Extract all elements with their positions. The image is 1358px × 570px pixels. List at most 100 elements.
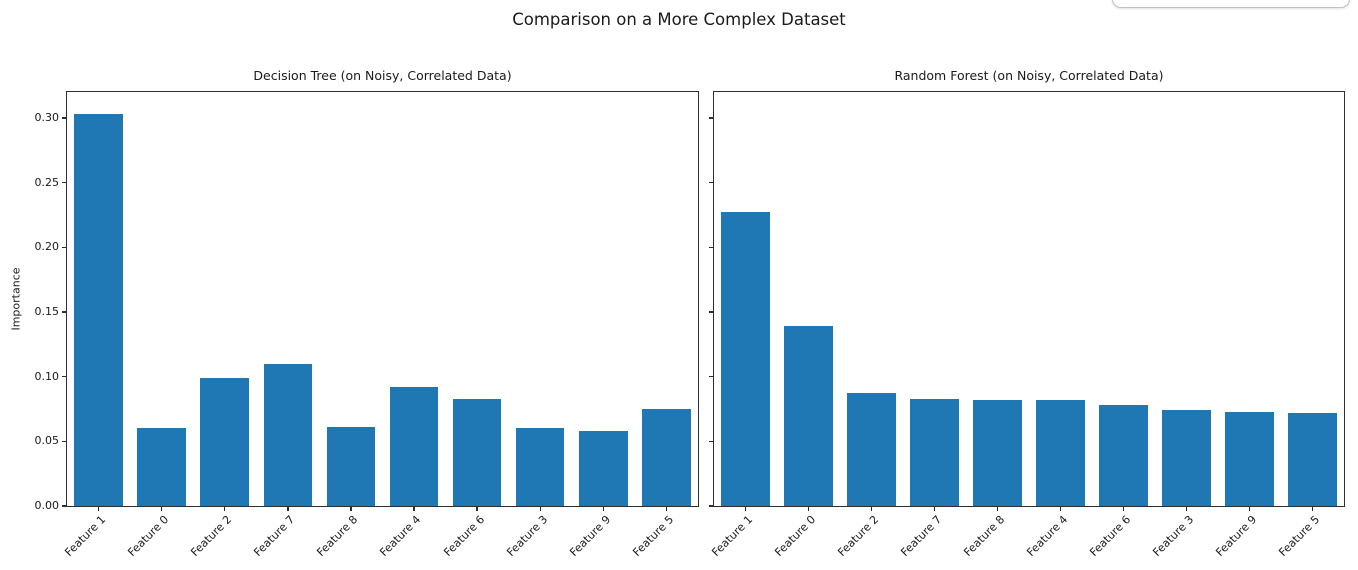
x-tick-mark bbox=[413, 506, 415, 511]
bar-feature-4 bbox=[1036, 399, 1085, 506]
x-tick-mark bbox=[160, 506, 163, 511]
bar-slot bbox=[903, 92, 966, 506]
y-tick-mark bbox=[709, 117, 714, 119]
bar-feature-0 bbox=[137, 428, 186, 506]
y-tick-mark bbox=[62, 246, 67, 248]
bar-feature-6 bbox=[452, 398, 502, 506]
bar-feature-9 bbox=[579, 430, 628, 506]
x-tick-mark bbox=[744, 506, 747, 511]
x-tick-mark bbox=[1122, 506, 1125, 511]
bar-slot bbox=[635, 92, 698, 506]
x-tick-mark bbox=[1185, 506, 1188, 511]
x-tick-label: Feature 7 bbox=[898, 513, 945, 560]
bar-slot bbox=[382, 92, 445, 506]
bar-feature-1 bbox=[721, 212, 770, 506]
bar-slot bbox=[130, 92, 193, 506]
bar-slot bbox=[1092, 92, 1155, 506]
x-tick-label: Feature 0 bbox=[772, 513, 819, 560]
bar-feature-8 bbox=[973, 399, 1022, 506]
y-tick-mark bbox=[62, 117, 67, 119]
bar-slot bbox=[1281, 92, 1344, 506]
x-tick-label: Feature 5 bbox=[1276, 513, 1323, 560]
bar-slot bbox=[256, 92, 319, 506]
bar-slot bbox=[67, 92, 130, 506]
y-tick-mark bbox=[62, 375, 67, 378]
x-tick-label: Feature 2 bbox=[835, 513, 882, 560]
bar-feature-2 bbox=[200, 377, 250, 506]
y-tick-mark bbox=[709, 375, 714, 378]
bar-feature-5 bbox=[642, 408, 691, 506]
bar-feature-8 bbox=[326, 427, 376, 506]
x-tick-mark bbox=[476, 506, 478, 511]
x-tick-mark bbox=[807, 506, 810, 511]
figure-title: Comparison on a More Complex Dataset bbox=[512, 10, 846, 29]
bar-slot bbox=[1155, 92, 1218, 506]
plot-area: 0.00 0.05 0.10 0.15 0.20 0.25 0.30 bbox=[35, 91, 699, 512]
bar-feature-0 bbox=[784, 326, 833, 506]
bar-feature-7 bbox=[910, 398, 959, 506]
bar-slot bbox=[572, 92, 635, 506]
x-tick-mark bbox=[933, 506, 936, 511]
bar-slot bbox=[840, 92, 903, 506]
x-tick-mark bbox=[1248, 506, 1251, 511]
bar-feature-6 bbox=[1099, 405, 1148, 506]
y-tick-mark bbox=[709, 311, 714, 313]
subplot-title: Decision Tree (on Noisy, Correlated Data… bbox=[253, 68, 512, 83]
bar-feature-3 bbox=[515, 428, 565, 506]
y-tick-label: 0.30 bbox=[34, 110, 60, 124]
y-tick-mark bbox=[62, 311, 67, 313]
bar-feature-9 bbox=[1225, 411, 1274, 506]
x-tick-label: Feature 6 bbox=[1087, 513, 1134, 560]
bar-slot bbox=[319, 92, 382, 506]
x-tick-mark bbox=[1059, 506, 1062, 511]
bar-feature-5 bbox=[1288, 412, 1337, 506]
bar-feature-2 bbox=[847, 393, 896, 506]
bar-feature-3 bbox=[1162, 410, 1211, 506]
bar-feature-4 bbox=[389, 386, 439, 506]
y-tick-mark bbox=[62, 181, 67, 184]
y-tick-label: 0.25 bbox=[34, 175, 60, 189]
y-tick-label: 0.15 bbox=[34, 304, 60, 318]
y-tick-label: 0.00 bbox=[34, 499, 60, 512]
x-tick-mark bbox=[97, 506, 100, 511]
y-tick-mark bbox=[62, 440, 67, 442]
y-tick-label: 0.10 bbox=[34, 369, 60, 383]
y-tick-mark bbox=[709, 440, 714, 442]
x-tick-mark bbox=[665, 506, 668, 511]
bar-slot bbox=[1218, 92, 1281, 506]
bar-slot bbox=[714, 92, 777, 506]
x-tick-label: Feature 9 bbox=[1213, 513, 1260, 560]
x-tick-mark bbox=[539, 506, 541, 511]
bar-slot bbox=[1029, 92, 1092, 506]
bar-slot bbox=[193, 92, 256, 506]
x-tick-mark bbox=[224, 506, 226, 511]
y-tick-label: 0.20 bbox=[34, 240, 60, 254]
x-tick-mark bbox=[602, 506, 605, 511]
bar-feature-7 bbox=[263, 363, 313, 506]
bar-slot bbox=[509, 92, 572, 506]
bar-slot bbox=[966, 92, 1029, 506]
x-tick-mark bbox=[1311, 506, 1314, 511]
bar-feature-1 bbox=[74, 113, 123, 506]
x-tick-mark bbox=[996, 506, 999, 511]
x-tick-mark bbox=[350, 506, 352, 511]
bar-slot bbox=[777, 92, 840, 506]
bars-container bbox=[714, 92, 1344, 506]
y-tick-mark bbox=[709, 181, 714, 184]
x-tick-mark bbox=[287, 506, 289, 511]
subplot-title: Random Forest (on Noisy, Correlated Data… bbox=[894, 68, 1164, 83]
x-tick-mark bbox=[870, 506, 873, 511]
bars-container bbox=[67, 92, 698, 506]
x-tick-label: Feature 8 bbox=[961, 513, 1008, 560]
y-tick-mark bbox=[709, 246, 714, 248]
x-tick-label: Feature 1 bbox=[709, 513, 756, 560]
y-tick-mark bbox=[709, 505, 714, 507]
x-tick-label: Feature 3 bbox=[1150, 513, 1197, 560]
x-tick-label: Feature 4 bbox=[1024, 513, 1071, 560]
y-tick-mark bbox=[62, 505, 67, 507]
y-tick-label: 0.05 bbox=[34, 434, 60, 448]
bar-slot bbox=[446, 92, 509, 506]
